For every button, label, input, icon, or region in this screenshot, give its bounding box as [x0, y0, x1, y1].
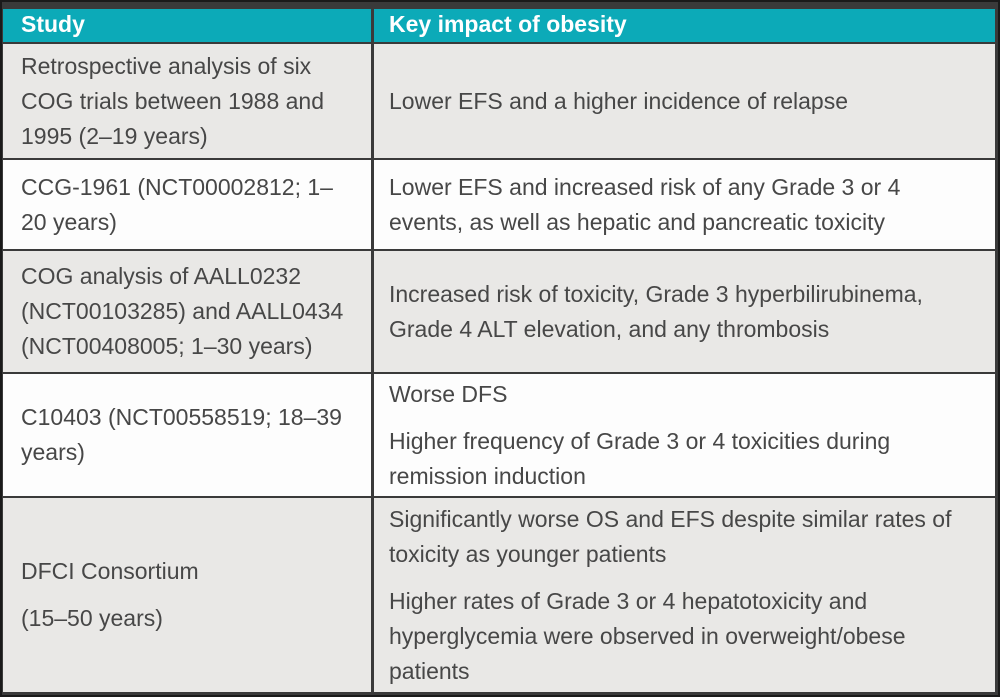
- column-divider: [371, 9, 374, 42]
- header-label-impact: Key impact of obesity: [389, 10, 627, 37]
- study-text: COG analysis of AALL0232 (NCT00103285) a…: [21, 263, 344, 359]
- impact-cell: Increased risk of toxicity, Grade 3 hype…: [374, 251, 995, 372]
- column-divider: [371, 251, 374, 372]
- study-cell: C10403 (NCT00558519; 18–39 years): [3, 374, 371, 496]
- impact-cell: Worse DFS Higher frequency of Grade 3 or…: [374, 374, 995, 496]
- study-text: DFCI Consortium: [21, 558, 199, 584]
- header-cell-study: Study: [3, 9, 371, 42]
- impact-cell: Lower EFS and a higher incidence of rela…: [374, 44, 995, 158]
- table-row: DFCI Consortium (15–50 years) Significan…: [3, 496, 995, 692]
- column-divider: [371, 498, 374, 692]
- impact-text: Higher frequency of Grade 3 or 4 toxicit…: [389, 427, 891, 489]
- column-divider: [371, 374, 374, 496]
- table-row: Retrospective analysis of six COG trials…: [3, 42, 995, 158]
- impact-text: Lower EFS and a higher incidence of rela…: [389, 87, 849, 114]
- impact-cell: Lower EFS and increased risk of any Grad…: [374, 160, 995, 249]
- header-cell-impact: Key impact of obesity: [374, 9, 995, 42]
- study-text: C10403 (NCT00558519; 18–39 years): [21, 404, 342, 465]
- table-header-row: Study Key impact of obesity: [3, 9, 995, 42]
- impact-text: Significantly worse OS and EFS despite s…: [389, 505, 952, 567]
- column-divider: [371, 160, 374, 249]
- table-row: COG analysis of AALL0232 (NCT00103285) a…: [3, 249, 995, 372]
- impact-cell: Significantly worse OS and EFS despite s…: [374, 498, 995, 692]
- header-label-study: Study: [21, 10, 85, 37]
- study-cell: CCG-1961 (NCT00002812; 1–20 years): [3, 160, 371, 249]
- impact-text: Lower EFS and increased risk of any Grad…: [389, 173, 901, 235]
- table-row: CCG-1961 (NCT00002812; 1–20 years) Lower…: [3, 158, 995, 249]
- impact-text: Increased risk of toxicity, Grade 3 hype…: [389, 280, 923, 342]
- study-text: (15–50 years): [21, 605, 163, 631]
- study-text: Retrospective analysis of six COG trials…: [21, 52, 325, 149]
- study-cell: Retrospective analysis of six COG trials…: [3, 44, 371, 158]
- column-divider: [371, 44, 374, 158]
- impact-text: Higher rates of Grade 3 or 4 hepatotoxic…: [389, 587, 906, 684]
- table-row: C10403 (NCT00558519; 18–39 years) Worse …: [3, 372, 995, 496]
- study-cell: COG analysis of AALL0232 (NCT00103285) a…: [3, 251, 371, 372]
- impact-text: Worse DFS: [389, 380, 508, 407]
- study-text: CCG-1961 (NCT00002812; 1–20 years): [21, 173, 333, 235]
- study-cell: DFCI Consortium (15–50 years): [3, 498, 371, 692]
